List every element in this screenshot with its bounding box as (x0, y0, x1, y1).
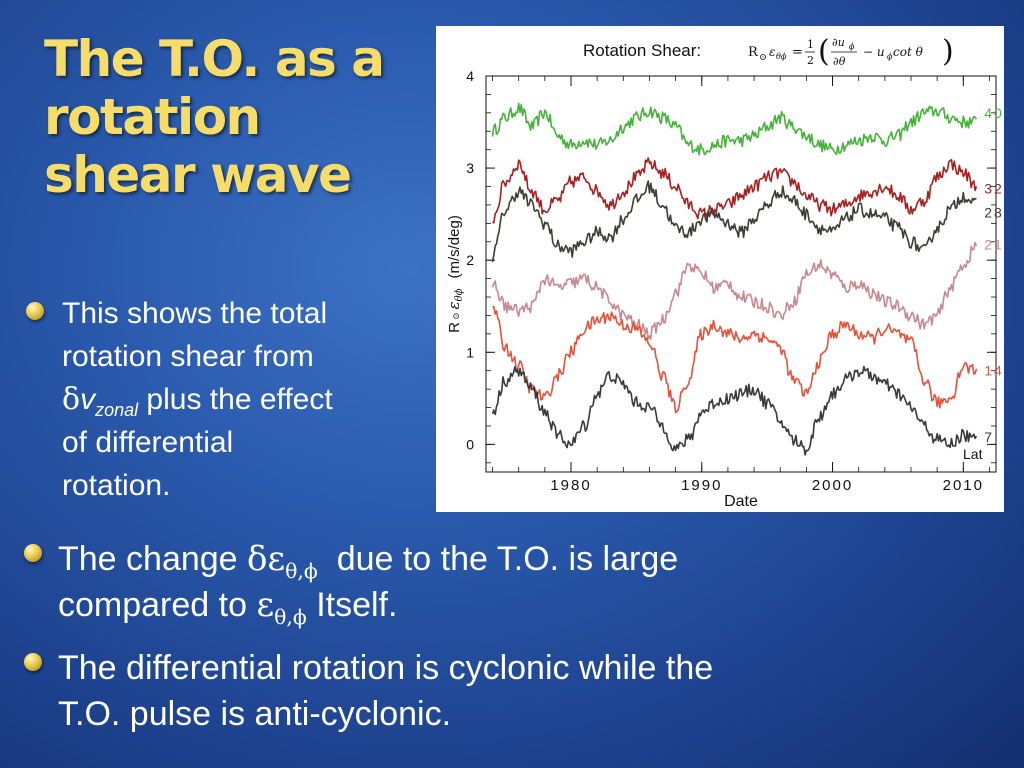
text-part: Itself. (306, 586, 398, 624)
formula-half-num: 1 (807, 38, 814, 51)
bullet-icon (24, 544, 42, 562)
series-line-32 (492, 157, 978, 224)
delta-symbol: δ (62, 382, 81, 417)
y-tick-label: 3 (466, 160, 474, 176)
sun-symbol-icon: ⊙ (452, 312, 462, 320)
bullet-line-with-symbol: δvzonal plus the effect (62, 378, 412, 421)
series-line-28 (491, 180, 977, 263)
formula-half-den: 2 (807, 54, 814, 67)
bullet-text-3: The differential rotation is cyclonic wh… (58, 645, 958, 737)
bullet-line: The change δεθ,ϕ due to the T.O. is larg… (58, 536, 958, 582)
x-tick-label: 1980 (550, 477, 591, 494)
chart-svg: Rotation Shear: R ε θϕ = 1 2 ( ∂u ϕ ∂θ −… (445, 34, 1004, 510)
bullet-icon (26, 302, 44, 320)
x-tick-label: 2000 (812, 477, 853, 494)
formula-eps-sub: θϕ (776, 52, 787, 61)
series-label-32: 32 (984, 180, 1004, 196)
slide-title: The T.O. as a rotation shear wave (44, 30, 424, 204)
bullet-line: compared to εθ,ϕ Itself. (58, 582, 958, 628)
y-tick-label: 4 (466, 68, 474, 84)
v-symbol: v (80, 383, 96, 416)
bullet-text-2: The change δεθ,ϕ due to the T.O. is larg… (58, 536, 958, 628)
theta-phi-subscript: θ,ϕ (274, 604, 307, 629)
delta-epsilon-symbol: δε (247, 539, 286, 579)
zonal-subscript: zonal (95, 400, 139, 420)
title-line: rotation (44, 88, 261, 146)
title-line: The T.O. as a (44, 30, 385, 88)
rotation-shear-chart: Rotation Shear: R ε θϕ = 1 2 ( ∂u ϕ ∂θ −… (436, 26, 1004, 512)
series-lines (491, 102, 978, 456)
bullet-line: of differential (62, 426, 234, 459)
text-part: The change (58, 540, 248, 578)
formula-tail2: cot θ (893, 45, 924, 59)
series-label-21: 21 (984, 237, 1004, 253)
formula-lhs: R (748, 45, 759, 60)
series-label-28: 28 (984, 204, 1004, 220)
series-line-7 (491, 365, 978, 456)
bullet-line: rotation shear from (62, 340, 314, 373)
y-axis-label: R ⊙ εθϕ (m/s/deg) (445, 215, 465, 333)
bullet-line-rest: plus the effect (138, 383, 333, 416)
series-labels: 40 32 28 21 14 7 (984, 105, 1004, 445)
formula-num-sub: ϕ (849, 42, 855, 51)
formula-eps: ε (769, 45, 775, 59)
right-paren: ) (942, 34, 954, 69)
epsilon-symbol: ε (256, 585, 275, 625)
formula-num: ∂u (832, 36, 845, 49)
bullet-text-1: This shows the total rotation shear from… (62, 292, 412, 507)
text-part: compared to (58, 586, 257, 624)
bullet-line: T.O. pulse is anti-cyclonic. (58, 695, 452, 733)
series-line-14 (492, 305, 978, 414)
theta-phi-subscript: θ,ϕ (285, 558, 318, 583)
y-axis-label-group: R ⊙ εθϕ (m/s/deg) (445, 215, 465, 333)
chart-formula: R ε θϕ = 1 2 ( ∂u ϕ ∂θ − u ϕ cot θ ) (748, 34, 954, 69)
formula-den: ∂θ (833, 55, 846, 68)
series-line-21 (491, 241, 978, 340)
series-line-40 (491, 102, 978, 156)
sun-dot-icon (762, 56, 764, 58)
text-part: due to the T.O. is large (317, 540, 679, 578)
y-axis-eps: ε (445, 301, 463, 309)
x-tick-label: 1990 (681, 477, 722, 494)
chart-title: Rotation Shear: (583, 41, 701, 60)
sun-symbol-icon (760, 54, 766, 60)
bullet-line: This shows the total (62, 297, 328, 330)
y-axis: 0 1 2 3 4 (466, 68, 996, 452)
formula-tail-sub: ϕ (887, 52, 893, 61)
y-axis-units: (m/s/deg) (446, 215, 463, 278)
y-axis-eps-sub: θϕ (454, 288, 465, 301)
formula-tail: − u (863, 45, 885, 59)
x-axis: 1980 1990 2000 2010 (550, 76, 984, 494)
left-paren: ( (818, 34, 830, 69)
y-tick-label: 1 (466, 344, 474, 360)
y-tick-label: 2 (466, 252, 474, 268)
formula-eq: = (792, 45, 803, 60)
series-label-14: 14 (984, 363, 1004, 379)
bullet-icon (24, 653, 42, 671)
legend-title: Lat (963, 446, 983, 462)
y-tick-label: 0 (466, 436, 474, 452)
series-label-40: 40 (984, 105, 1004, 121)
bullet-line: rotation. (62, 469, 171, 502)
y-axis-prefix: R (446, 322, 463, 333)
bullet-line: The differential rotation is cyclonic wh… (58, 649, 714, 687)
title-line: shear wave (44, 146, 352, 204)
plot-frame (485, 75, 997, 473)
x-tick-label: 2010 (943, 477, 984, 494)
series-label-7: 7 (984, 429, 994, 445)
x-axis-label: Date (724, 493, 758, 510)
